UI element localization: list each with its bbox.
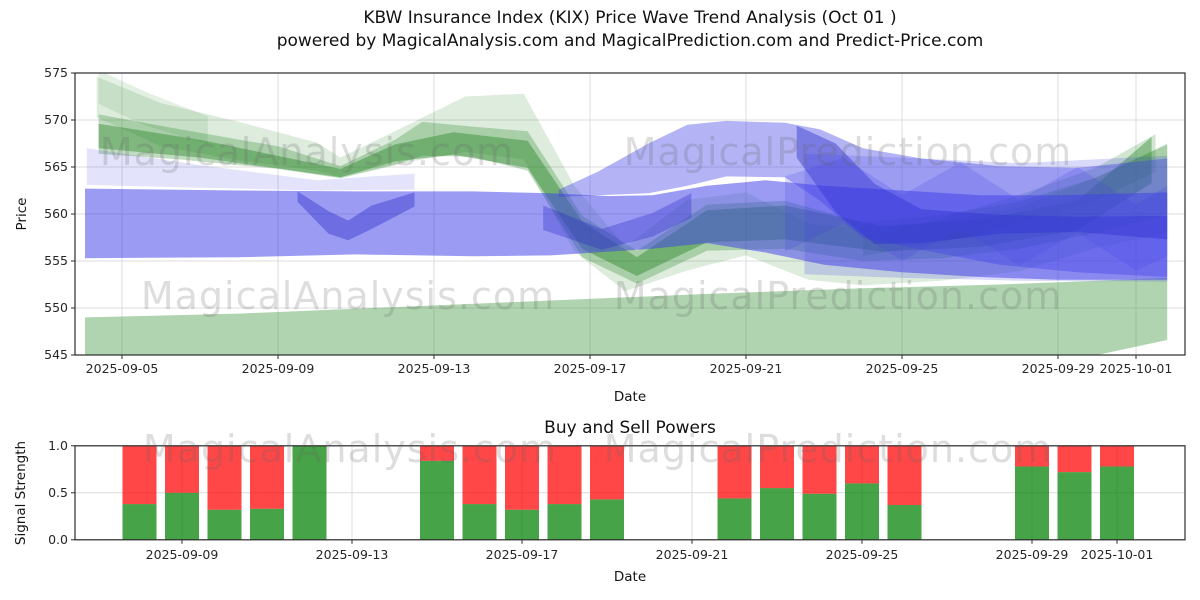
sell-bar — [760, 445, 794, 489]
price-xlabel: Date — [613, 389, 647, 405]
sell-bar — [207, 445, 242, 510]
sell-bar — [717, 445, 752, 499]
blue-main — [85, 180, 1168, 280]
figure-subtitle: powered by MagicalAnalysis.com and Magic… — [276, 31, 984, 51]
buy-bar — [250, 508, 284, 540]
price-wave-bands — [85, 73, 1168, 355]
sell-bar — [802, 445, 837, 494]
sell-bar — [122, 445, 157, 505]
buy-bar — [1100, 466, 1134, 540]
signal-ylabel: Signal Strength — [13, 440, 29, 546]
buy-bar — [887, 505, 922, 540]
buy-bar — [292, 445, 327, 540]
blue-dip-dark — [543, 193, 692, 250]
buy-bar — [717, 498, 752, 540]
support-band-bottom — [85, 277, 1168, 355]
signal-xlabel: Date — [613, 569, 647, 585]
blue-right-zigzag — [785, 157, 1168, 271]
sell-bar — [1015, 445, 1049, 467]
buy-bar — [1057, 472, 1092, 540]
buy-bar — [505, 509, 539, 540]
buy-bar — [462, 504, 497, 540]
blue-hump — [558, 120, 1168, 278]
buy-bar — [165, 492, 199, 540]
buy-bar — [1015, 466, 1049, 540]
buy-bar — [802, 493, 837, 540]
buy-bar — [547, 504, 582, 540]
buy-bar — [420, 460, 454, 540]
figure-title: KBW Insurance Index (KIX) Price Wave Tre… — [363, 8, 897, 28]
sell-bar — [1100, 445, 1134, 467]
sell-bar — [590, 445, 624, 500]
sell-bar — [250, 445, 284, 509]
blue-left-light — [86, 148, 415, 191]
sell-bar — [1057, 445, 1092, 473]
sell-bar — [420, 445, 454, 461]
sell-bar — [165, 445, 199, 493]
buy-bar — [207, 509, 242, 540]
signal-panel-title: Buy and Sell Powers — [544, 418, 716, 438]
blue-posthump-dark — [796, 125, 1168, 245]
buy-bar — [590, 499, 624, 540]
sell-bar — [845, 445, 879, 484]
sell-bar — [547, 445, 582, 505]
buy-sell-bars — [122, 445, 1134, 540]
price-ylabel: Price — [14, 197, 30, 231]
buy-bar — [760, 488, 794, 540]
green-topleft-wisp — [98, 73, 208, 145]
sell-bar — [462, 445, 497, 505]
blue-notch-dark — [297, 191, 415, 241]
buy-bar — [122, 504, 157, 540]
buy-bar — [845, 483, 879, 540]
sell-bar — [887, 445, 922, 506]
blue-right-wide-light — [804, 153, 1168, 282]
sell-bar — [505, 445, 539, 510]
